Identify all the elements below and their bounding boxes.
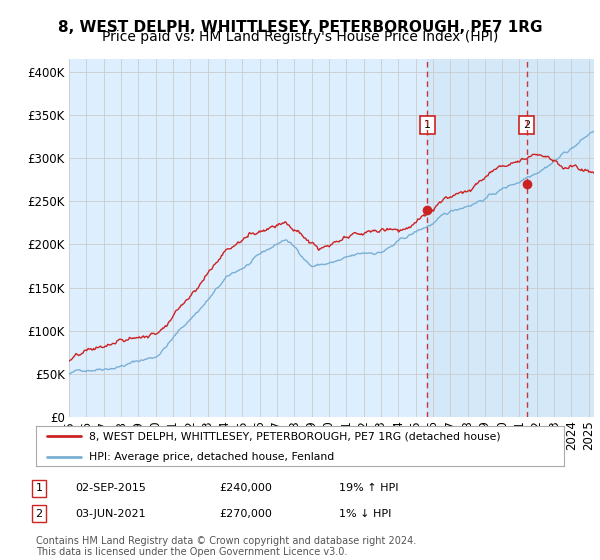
Text: 03-JUN-2021: 03-JUN-2021 — [75, 508, 146, 519]
Text: 1% ↓ HPI: 1% ↓ HPI — [339, 508, 391, 519]
Text: Contains HM Land Registry data © Crown copyright and database right 2024.
This d: Contains HM Land Registry data © Crown c… — [36, 535, 416, 557]
Text: £270,000: £270,000 — [219, 508, 272, 519]
Text: HPI: Average price, detached house, Fenland: HPI: Average price, detached house, Fenl… — [89, 452, 334, 461]
Text: 1: 1 — [424, 120, 431, 130]
Text: Price paid vs. HM Land Registry's House Price Index (HPI): Price paid vs. HM Land Registry's House … — [102, 30, 498, 44]
Text: 1: 1 — [35, 483, 43, 493]
Text: £240,000: £240,000 — [219, 483, 272, 493]
Bar — [427, 59, 594, 417]
Text: 2: 2 — [523, 120, 530, 130]
Text: 8, WEST DELPH, WHITTLESEY, PETERBOROUGH, PE7 1RG: 8, WEST DELPH, WHITTLESEY, PETERBOROUGH,… — [58, 20, 542, 35]
Text: 02-SEP-2015: 02-SEP-2015 — [75, 483, 146, 493]
Text: 19% ↑ HPI: 19% ↑ HPI — [339, 483, 398, 493]
Text: 2: 2 — [35, 508, 43, 519]
Text: 8, WEST DELPH, WHITTLESEY, PETERBOROUGH, PE7 1RG (detached house): 8, WEST DELPH, WHITTLESEY, PETERBOROUGH,… — [89, 432, 500, 441]
